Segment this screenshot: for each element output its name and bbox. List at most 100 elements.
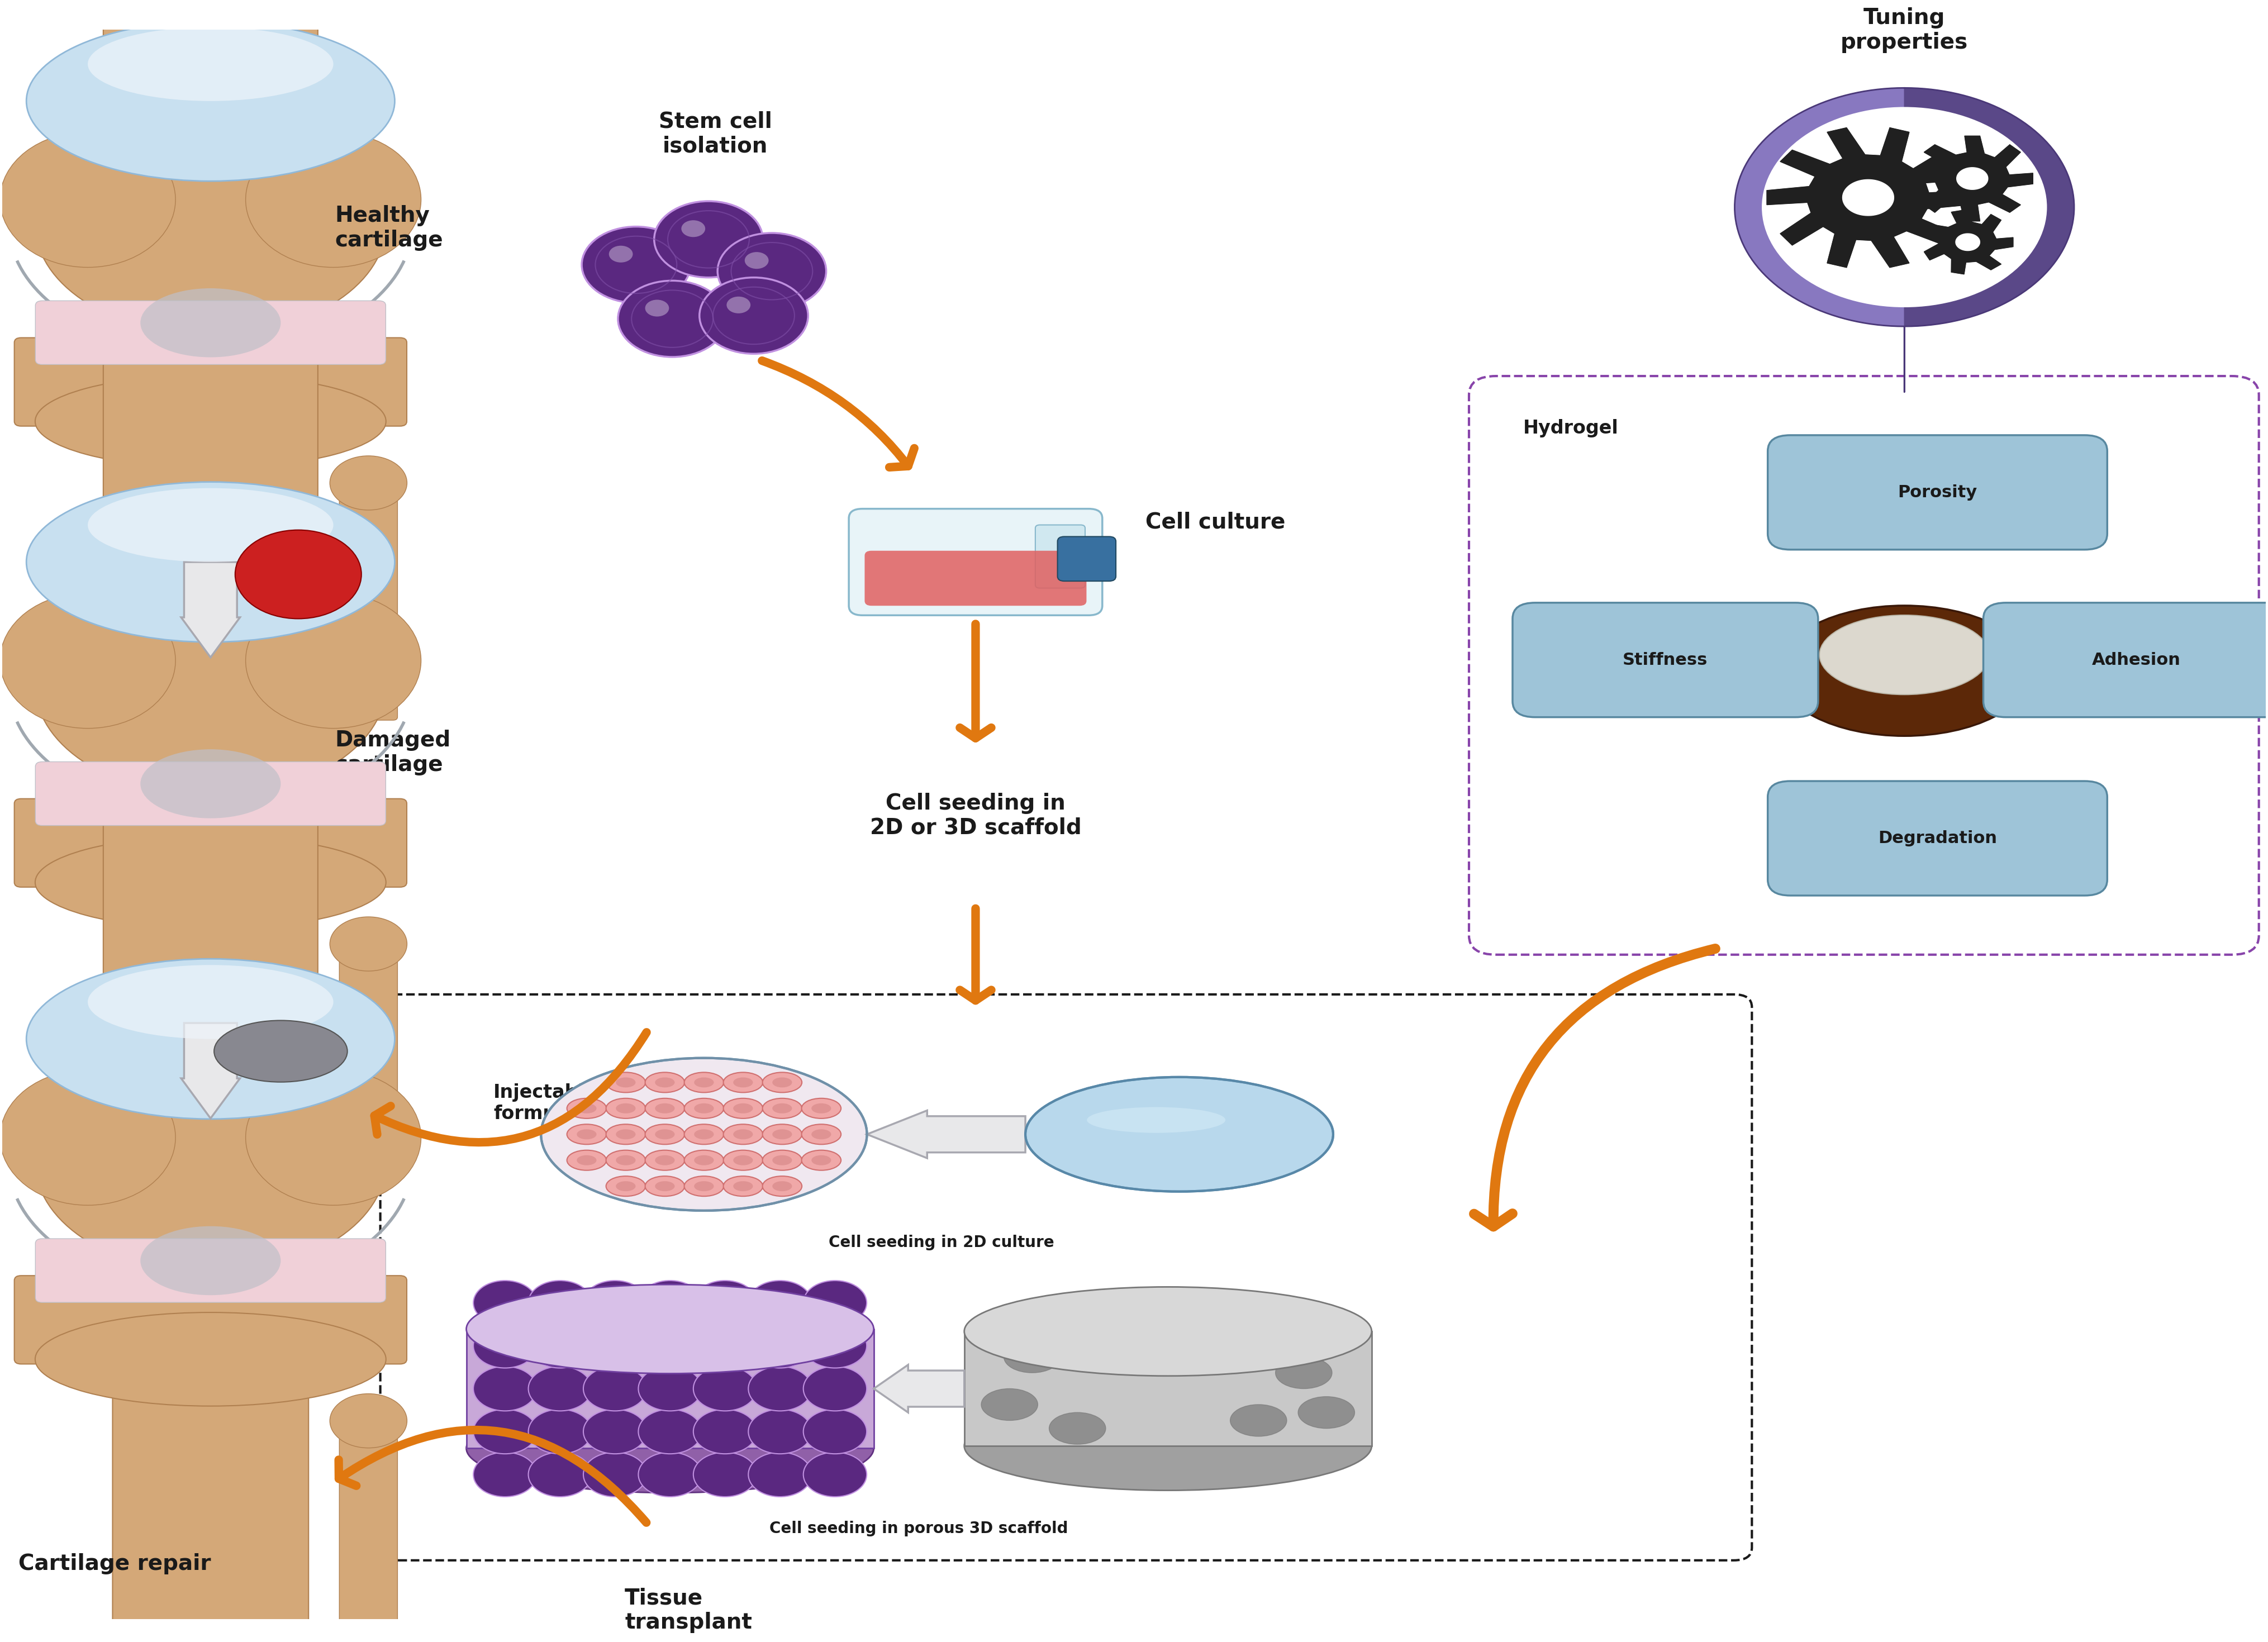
Ellipse shape [644,1072,685,1092]
FancyBboxPatch shape [1513,603,1819,718]
Circle shape [748,1452,812,1498]
Ellipse shape [1025,1077,1334,1192]
Ellipse shape [1050,1412,1107,1445]
Ellipse shape [617,1077,635,1087]
Ellipse shape [606,1149,646,1171]
Ellipse shape [34,1051,386,1273]
Circle shape [694,1366,758,1410]
Ellipse shape [1819,616,1989,695]
FancyBboxPatch shape [36,300,386,365]
Ellipse shape [694,1130,714,1140]
Circle shape [717,233,826,309]
Ellipse shape [34,374,386,468]
Ellipse shape [617,1130,635,1140]
Ellipse shape [685,1125,723,1144]
Ellipse shape [576,1103,596,1113]
Circle shape [583,1366,646,1410]
Ellipse shape [812,1130,830,1140]
Polygon shape [1955,233,1980,251]
Circle shape [637,1366,701,1410]
Ellipse shape [812,1103,830,1113]
Ellipse shape [685,1149,723,1171]
Ellipse shape [1086,1107,1225,1133]
FancyBboxPatch shape [113,1342,308,1642]
Circle shape [653,202,762,277]
Circle shape [583,1281,646,1325]
Ellipse shape [213,1020,347,1082]
Ellipse shape [27,21,395,181]
Ellipse shape [773,1130,792,1140]
Polygon shape [1767,128,1969,268]
FancyBboxPatch shape [104,309,318,667]
Circle shape [474,1409,538,1453]
Circle shape [803,1281,866,1325]
FancyBboxPatch shape [104,0,318,205]
FancyBboxPatch shape [1057,537,1116,581]
Ellipse shape [773,1181,792,1190]
Circle shape [528,1323,592,1368]
Polygon shape [873,1365,964,1412]
Ellipse shape [141,1227,281,1296]
FancyBboxPatch shape [14,338,406,427]
Circle shape [528,1452,592,1498]
Ellipse shape [1229,1404,1286,1437]
Text: Tuning
properties: Tuning properties [1842,7,1969,53]
Ellipse shape [1005,1342,1061,1373]
Circle shape [528,1409,592,1453]
Ellipse shape [762,1072,803,1092]
Ellipse shape [685,1072,723,1092]
Polygon shape [1957,167,1989,189]
Ellipse shape [467,1404,873,1493]
Text: Cell seeding in porous 3D scaffold: Cell seeding in porous 3D scaffold [769,1520,1068,1537]
Circle shape [617,281,726,356]
Circle shape [726,297,751,314]
Circle shape [803,1366,866,1410]
Ellipse shape [812,1156,830,1166]
Ellipse shape [34,836,386,929]
Ellipse shape [694,1103,714,1113]
FancyBboxPatch shape [113,404,308,783]
Circle shape [694,1281,758,1325]
Circle shape [637,1452,701,1498]
Polygon shape [1842,179,1894,215]
FancyBboxPatch shape [1034,525,1084,588]
Text: Stiffness: Stiffness [1622,652,1708,668]
Ellipse shape [467,1284,873,1374]
Circle shape [748,1409,812,1453]
Circle shape [236,530,361,619]
Ellipse shape [733,1103,753,1113]
Ellipse shape [576,1156,596,1166]
Ellipse shape [762,1176,803,1197]
Circle shape [637,1323,701,1368]
Circle shape [583,1409,646,1453]
Circle shape [748,1323,812,1368]
Polygon shape [1923,210,2014,274]
Polygon shape [1905,89,2073,392]
Ellipse shape [27,483,395,642]
Ellipse shape [644,1149,685,1171]
Ellipse shape [655,1130,674,1140]
FancyBboxPatch shape [340,928,397,1181]
Polygon shape [964,1332,1372,1447]
Text: Hydrogel: Hydrogel [1524,419,1619,437]
Ellipse shape [644,1176,685,1197]
Circle shape [803,1409,866,1453]
Ellipse shape [733,1156,753,1166]
FancyBboxPatch shape [340,468,397,721]
Circle shape [474,1366,538,1410]
Ellipse shape [762,1149,803,1171]
Text: Cell seeding in
2D or 3D scaffold: Cell seeding in 2D or 3D scaffold [869,793,1082,839]
Ellipse shape [733,1181,753,1190]
Circle shape [474,1323,538,1368]
Circle shape [583,1452,646,1498]
FancyBboxPatch shape [848,509,1102,616]
Ellipse shape [655,1077,674,1087]
Polygon shape [1735,89,1905,392]
Ellipse shape [801,1125,841,1144]
Circle shape [699,277,807,353]
Ellipse shape [1275,1356,1331,1389]
FancyBboxPatch shape [36,762,386,826]
Circle shape [1762,107,2048,307]
Ellipse shape [723,1072,762,1092]
Circle shape [474,1281,538,1325]
